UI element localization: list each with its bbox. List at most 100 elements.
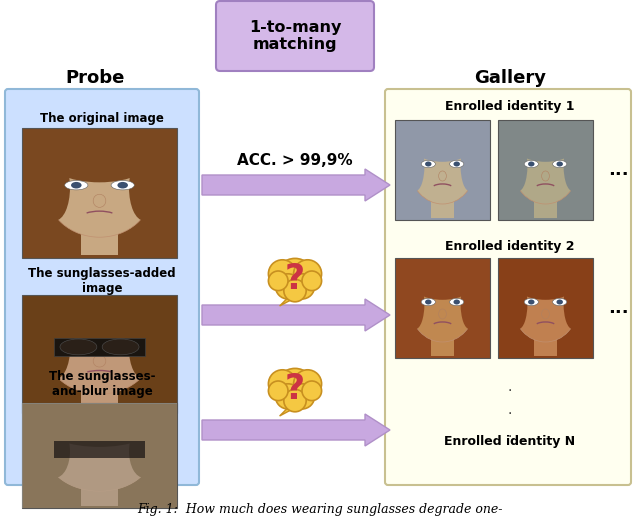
Polygon shape bbox=[202, 169, 390, 201]
Ellipse shape bbox=[528, 299, 534, 304]
Ellipse shape bbox=[60, 339, 97, 355]
Circle shape bbox=[289, 274, 315, 299]
Text: ACC. > 99,9%: ACC. > 99,9% bbox=[237, 153, 353, 168]
Ellipse shape bbox=[93, 355, 106, 367]
Ellipse shape bbox=[524, 160, 538, 168]
Text: The sunglasses-added
image: The sunglasses-added image bbox=[28, 267, 176, 295]
Ellipse shape bbox=[406, 279, 424, 329]
Circle shape bbox=[275, 384, 301, 409]
Circle shape bbox=[268, 260, 296, 288]
Text: ?: ? bbox=[285, 262, 305, 296]
Polygon shape bbox=[280, 294, 301, 306]
Text: .
.
.: . . . bbox=[508, 380, 512, 440]
FancyBboxPatch shape bbox=[385, 89, 631, 485]
Ellipse shape bbox=[461, 141, 479, 191]
Bar bbox=[395, 258, 490, 358]
Circle shape bbox=[268, 370, 296, 398]
Ellipse shape bbox=[129, 425, 159, 478]
Ellipse shape bbox=[47, 143, 152, 237]
Ellipse shape bbox=[40, 320, 70, 379]
Ellipse shape bbox=[111, 181, 134, 190]
Circle shape bbox=[268, 271, 288, 290]
Circle shape bbox=[284, 279, 306, 302]
Bar bbox=[81, 229, 118, 255]
Bar bbox=[22, 295, 177, 413]
Ellipse shape bbox=[541, 171, 549, 181]
Ellipse shape bbox=[450, 298, 464, 306]
Text: Fig. 1:  How much does wearing sunglasses degrade one-: Fig. 1: How much does wearing sunglasses… bbox=[137, 503, 503, 517]
Ellipse shape bbox=[552, 160, 567, 168]
Ellipse shape bbox=[425, 161, 431, 167]
Bar bbox=[54, 338, 145, 356]
Ellipse shape bbox=[102, 339, 139, 355]
Text: Gallery: Gallery bbox=[474, 69, 546, 87]
Ellipse shape bbox=[408, 260, 476, 300]
Ellipse shape bbox=[509, 279, 527, 329]
Ellipse shape bbox=[552, 298, 567, 306]
Ellipse shape bbox=[47, 416, 152, 491]
Ellipse shape bbox=[564, 141, 582, 191]
Bar bbox=[22, 403, 177, 508]
Ellipse shape bbox=[425, 299, 431, 304]
Ellipse shape bbox=[557, 161, 563, 167]
Ellipse shape bbox=[513, 270, 578, 342]
Circle shape bbox=[294, 260, 322, 288]
Text: Probe: Probe bbox=[65, 69, 125, 87]
Ellipse shape bbox=[511, 260, 579, 300]
FancyBboxPatch shape bbox=[5, 89, 199, 485]
Circle shape bbox=[284, 389, 306, 412]
Circle shape bbox=[289, 384, 315, 409]
Circle shape bbox=[275, 259, 315, 297]
Ellipse shape bbox=[129, 155, 159, 220]
Ellipse shape bbox=[438, 309, 446, 319]
Ellipse shape bbox=[454, 161, 460, 167]
Ellipse shape bbox=[513, 132, 578, 204]
Ellipse shape bbox=[509, 141, 527, 191]
FancyBboxPatch shape bbox=[216, 1, 374, 71]
Ellipse shape bbox=[40, 155, 70, 220]
Ellipse shape bbox=[406, 141, 424, 191]
Text: Enrolled identity 1: Enrolled identity 1 bbox=[445, 100, 575, 113]
Ellipse shape bbox=[47, 309, 152, 394]
Text: 1-to-many
matching: 1-to-many matching bbox=[249, 20, 341, 52]
Text: Enrolled identity 2: Enrolled identity 2 bbox=[445, 240, 575, 253]
Circle shape bbox=[275, 274, 301, 299]
Bar bbox=[431, 198, 454, 218]
Ellipse shape bbox=[528, 161, 534, 167]
Polygon shape bbox=[280, 404, 301, 416]
Ellipse shape bbox=[454, 299, 460, 304]
Ellipse shape bbox=[44, 297, 155, 344]
Bar bbox=[22, 403, 177, 508]
Bar bbox=[498, 120, 593, 220]
Ellipse shape bbox=[438, 171, 446, 181]
Text: ...: ... bbox=[608, 299, 628, 317]
Ellipse shape bbox=[40, 425, 70, 478]
Polygon shape bbox=[202, 414, 390, 446]
Circle shape bbox=[302, 271, 322, 290]
Text: Enrolled identity N: Enrolled identity N bbox=[444, 435, 575, 448]
Ellipse shape bbox=[44, 131, 155, 182]
Ellipse shape bbox=[511, 122, 579, 162]
Ellipse shape bbox=[524, 298, 538, 306]
Ellipse shape bbox=[65, 181, 88, 190]
Bar bbox=[534, 198, 557, 218]
Bar bbox=[54, 441, 145, 458]
Bar bbox=[498, 258, 593, 358]
Ellipse shape bbox=[557, 299, 563, 304]
Circle shape bbox=[268, 381, 288, 400]
Ellipse shape bbox=[44, 405, 155, 447]
Ellipse shape bbox=[408, 122, 476, 162]
Ellipse shape bbox=[461, 279, 479, 329]
Circle shape bbox=[302, 381, 322, 400]
Ellipse shape bbox=[541, 309, 549, 319]
Ellipse shape bbox=[421, 160, 435, 168]
Text: ?: ? bbox=[285, 372, 305, 406]
Bar bbox=[22, 128, 177, 258]
Bar bbox=[395, 120, 490, 220]
Ellipse shape bbox=[421, 298, 435, 306]
Text: ...: ... bbox=[608, 161, 628, 179]
Circle shape bbox=[275, 369, 315, 408]
Ellipse shape bbox=[129, 320, 159, 379]
Bar bbox=[534, 336, 557, 356]
Circle shape bbox=[294, 370, 322, 398]
